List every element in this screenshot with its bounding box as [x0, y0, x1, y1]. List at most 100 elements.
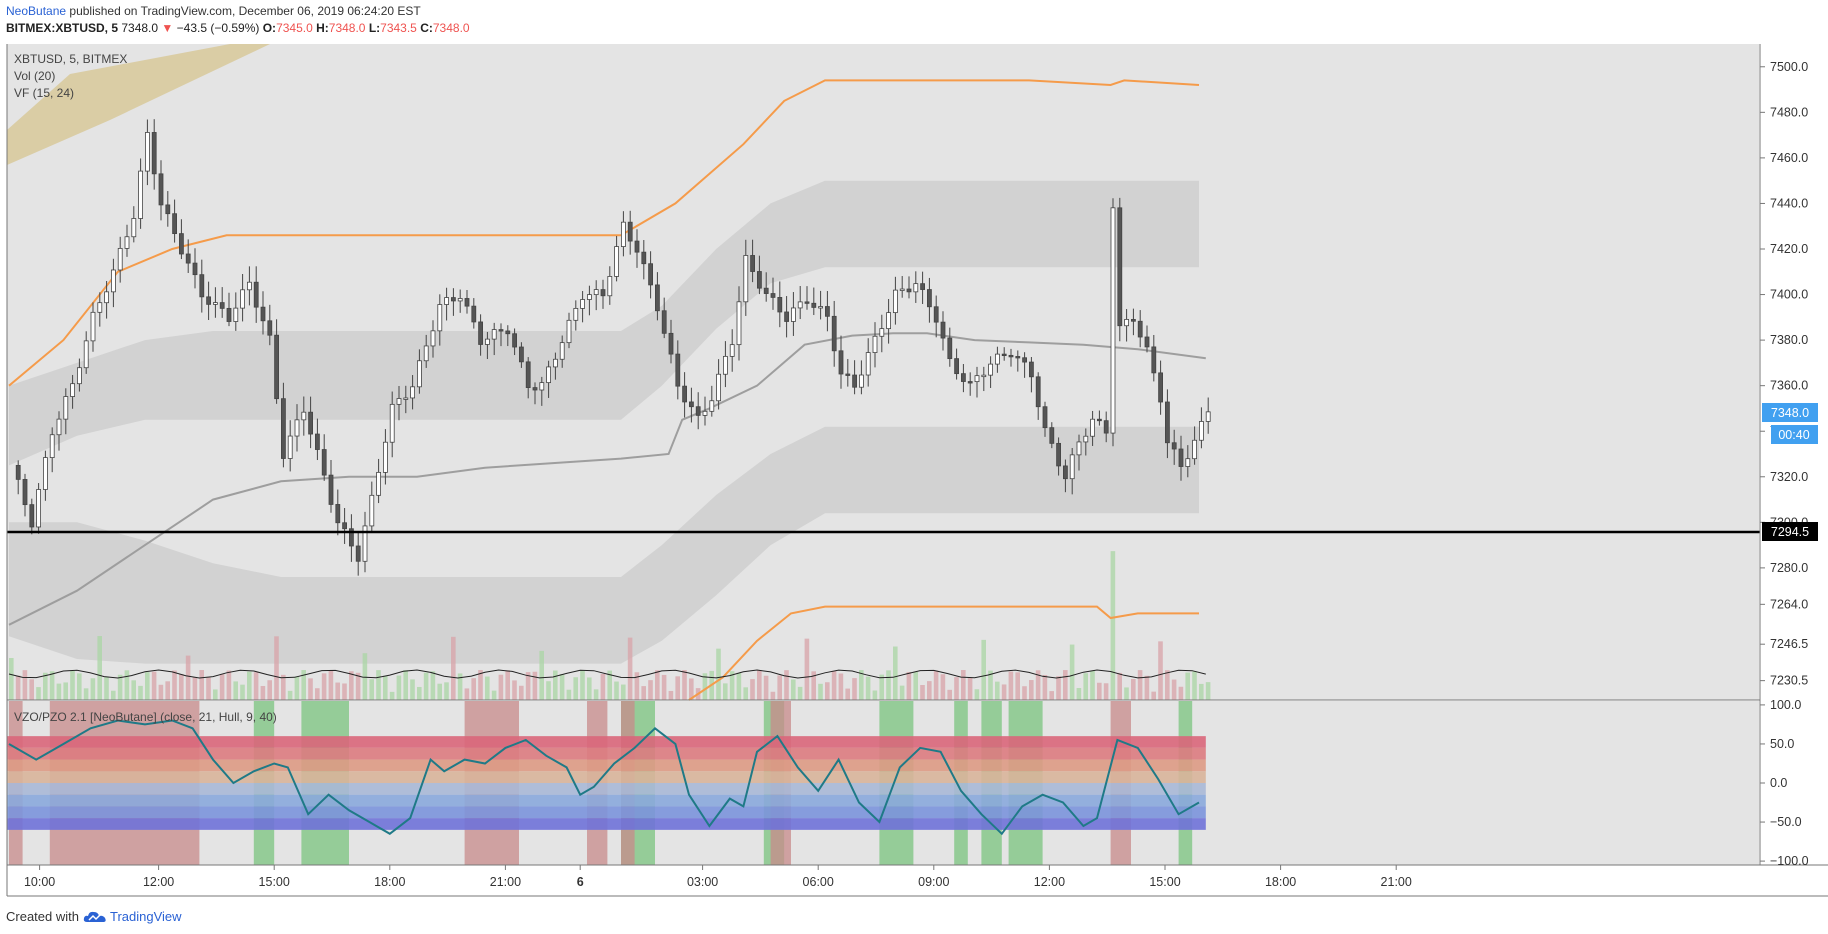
candle-body	[192, 262, 198, 276]
volume-bar	[933, 670, 939, 700]
price-tick-label: 7460.0	[1770, 151, 1808, 165]
candle-body	[457, 298, 463, 302]
volume-bar	[791, 679, 796, 700]
volume-bar	[1063, 670, 1068, 700]
volume-bar	[865, 676, 871, 700]
volume-bar	[172, 670, 177, 700]
candle-body	[1185, 458, 1191, 467]
candle-body	[600, 289, 606, 297]
volume-bar	[451, 636, 456, 700]
volume-bar	[63, 682, 68, 700]
candle-body	[913, 283, 919, 293]
orange-lower-line	[688, 605, 1199, 701]
candle-body	[587, 294, 592, 300]
volume-bar	[995, 681, 1000, 700]
high-value: 7348.0	[328, 21, 366, 35]
candle-body	[797, 301, 803, 309]
volume-bar	[1165, 670, 1170, 700]
volume-bar	[1137, 670, 1143, 700]
legend-symbol: XBTUSD, 5, BITMEX	[14, 52, 128, 66]
volume-bar	[1131, 678, 1136, 700]
volume-bar	[573, 677, 578, 700]
candle-body	[1097, 418, 1102, 422]
candle-body	[396, 398, 402, 405]
candle-body	[655, 284, 660, 312]
volume-bar	[927, 681, 932, 700]
candle-body	[328, 474, 334, 505]
volume-bar	[287, 690, 293, 700]
volume-bar	[804, 638, 810, 700]
candle-body	[553, 358, 558, 368]
candle-body	[1192, 439, 1197, 460]
candle-body	[376, 471, 382, 496]
candle-body	[974, 375, 980, 383]
candle-body	[1029, 361, 1034, 378]
candle-body	[1015, 356, 1021, 359]
midline	[8, 332, 1206, 626]
candle-body	[437, 304, 443, 332]
volume-bar	[702, 673, 708, 700]
volume-bar	[607, 670, 612, 700]
volume-bar	[1035, 670, 1041, 700]
volume-bar	[464, 688, 470, 700]
volume-bar	[22, 670, 28, 700]
candle-body	[369, 494, 375, 527]
osc-tick-label: 100.0	[1770, 698, 1801, 712]
upper-volume-band	[9, 180, 1199, 466]
countdown-box	[1771, 425, 1818, 444]
price-tick-label: 7264.0	[1770, 597, 1808, 611]
volume-bar	[498, 674, 504, 700]
volume-bar	[77, 673, 82, 700]
volume-bar	[723, 683, 728, 700]
volume-bar	[967, 677, 973, 700]
band-layer	[7, 44, 1199, 664]
volume-bar	[661, 674, 667, 700]
volume-bar	[43, 672, 48, 700]
candle-body	[1158, 372, 1163, 403]
candle-body	[484, 338, 490, 345]
candle-body	[845, 373, 851, 376]
volume-bar	[668, 690, 674, 700]
volume-bar	[335, 682, 340, 700]
volume-bar	[485, 676, 490, 700]
candle-body	[954, 358, 959, 375]
volume-bar	[1090, 670, 1095, 700]
volume-bar	[1097, 682, 1102, 700]
volume-bar	[1049, 691, 1054, 700]
volume-bar	[1022, 686, 1027, 700]
volume-bar	[281, 674, 286, 700]
volume-bar	[260, 685, 266, 700]
candle-body	[267, 320, 273, 336]
volume-bar	[1124, 687, 1129, 700]
last-price: 7348.0	[121, 21, 159, 35]
osc-level-band	[7, 736, 1206, 748]
price-tick-label: 7400.0	[1770, 288, 1808, 302]
candle-body	[1001, 353, 1007, 357]
candle-body	[648, 263, 653, 286]
tradingview-link[interactable]: TradingView	[83, 909, 182, 924]
price-tick-label: 7360.0	[1770, 379, 1808, 393]
candle-body	[49, 434, 55, 458]
candle-body	[90, 311, 96, 342]
candle-body	[362, 525, 368, 562]
countdown-label: 00:40	[1778, 428, 1809, 442]
volume-bar	[403, 670, 408, 700]
candle-body	[995, 353, 1000, 365]
volume-bar	[165, 681, 170, 700]
published-text: published on TradingView.com, December 0…	[69, 4, 421, 18]
time-tick-label: 15:00	[1149, 875, 1180, 889]
candle-body	[253, 281, 259, 308]
volume-bar	[1015, 672, 1020, 700]
candle-body	[471, 305, 477, 323]
price-tick-label: 7480.0	[1770, 105, 1808, 119]
volume-bar	[192, 677, 198, 700]
volume-bar	[539, 650, 544, 700]
volume-bar	[784, 670, 789, 700]
price-tick-label: 7420.0	[1770, 242, 1808, 256]
volume-bar	[879, 674, 884, 700]
author-link[interactable]: NeoButane	[6, 4, 67, 18]
volume-bar	[974, 689, 980, 700]
osc-level-band	[7, 806, 1206, 819]
volume-bar	[648, 680, 653, 700]
